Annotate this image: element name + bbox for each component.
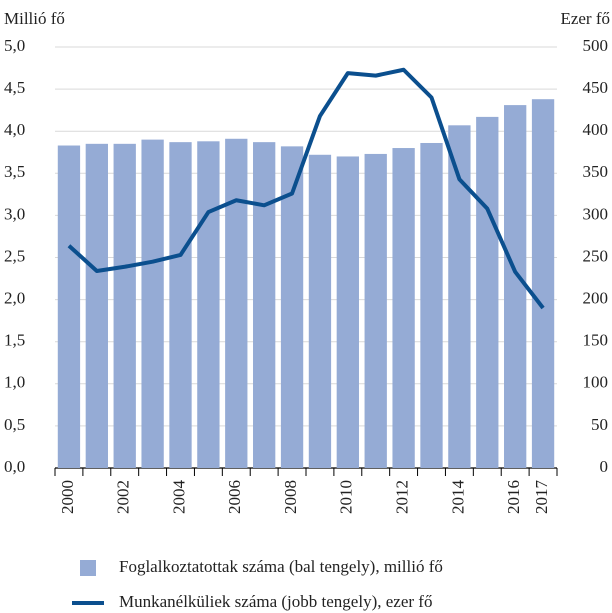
- line: [67, 67, 545, 310]
- bar: [476, 116, 499, 469]
- bar: [531, 99, 555, 468]
- x-tick-label: 2000: [58, 480, 77, 514]
- bar: [420, 142, 443, 468]
- bar: [392, 148, 415, 469]
- bar: [169, 142, 192, 468]
- y-tick-label: 1,5: [4, 331, 25, 350]
- bar: [225, 138, 248, 468]
- x-tick-label: 2004: [169, 480, 188, 515]
- y2-tick-label: 250: [583, 246, 609, 265]
- legend-label: Foglalkoztatottak száma (bal tengely), m…: [119, 557, 443, 576]
- x-tick-label: 2006: [225, 480, 244, 514]
- legend-swatch: [80, 560, 96, 576]
- x-tick-label: 2014: [448, 480, 467, 515]
- y2-tick-label: 50: [591, 415, 608, 434]
- y2-tick-label: 500: [583, 36, 609, 55]
- y2-tick-label: 300: [583, 204, 609, 223]
- y2-axis-label: Ezer fő: [560, 9, 610, 28]
- bar: [113, 143, 136, 468]
- y-tick-label: 0,5: [4, 415, 25, 434]
- y-tick-label: 4,5: [4, 78, 25, 97]
- y-tick-label: 3,5: [4, 162, 25, 181]
- y-tick-label: 5,0: [4, 36, 25, 55]
- bar: [336, 156, 359, 468]
- y-tick-label: 2,0: [4, 289, 25, 308]
- y2-tick-label: 450: [583, 78, 609, 97]
- y-tick-label: 0,0: [4, 457, 25, 476]
- bar: [253, 142, 276, 468]
- y2-tick-label: 350: [583, 162, 609, 181]
- y2-tick-label: 150: [583, 331, 609, 350]
- bar: [364, 153, 387, 468]
- bar: [197, 141, 220, 468]
- y-tick-label: 1,0: [4, 373, 25, 392]
- x-tick-label: 2002: [114, 480, 133, 514]
- y-axis-label: Millió fő: [4, 9, 65, 28]
- y-tick-label: 2,5: [4, 246, 25, 265]
- bar: [57, 145, 81, 468]
- bar: [141, 139, 164, 468]
- x-tick-label: 2012: [393, 480, 412, 514]
- y-tick-label: 3,0: [4, 204, 25, 223]
- bar: [448, 125, 471, 468]
- y2-tick-label: 100: [583, 373, 609, 392]
- y2-tick-label: 200: [583, 289, 609, 308]
- x-tick-label: 2010: [337, 480, 356, 514]
- x-tick-label: 2017: [532, 480, 551, 515]
- x-tick-label: 2008: [281, 480, 300, 514]
- x-tick-label: 2016: [504, 480, 523, 514]
- bar: [85, 143, 108, 468]
- bar: [308, 154, 332, 468]
- legend-label: Munkanélküliek száma (jobb tengely), eze…: [119, 592, 432, 611]
- y-tick-label: 4,0: [4, 120, 25, 139]
- y2-tick-label: 400: [583, 120, 609, 139]
- bar: [280, 146, 304, 468]
- bar: [504, 105, 527, 469]
- y2-tick-label: 0: [600, 457, 609, 476]
